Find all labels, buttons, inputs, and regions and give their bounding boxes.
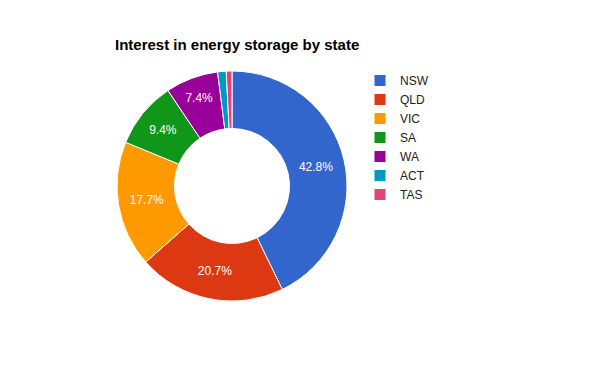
svg-text:VIC: VIC: [400, 112, 420, 126]
svg-text:20.7%: 20.7%: [198, 264, 232, 278]
svg-text:ACT: ACT: [400, 169, 425, 183]
svg-text:NSW: NSW: [400, 74, 429, 88]
svg-text:42.8%: 42.8%: [299, 160, 333, 174]
svg-text:QLD: QLD: [400, 93, 425, 107]
svg-text:Interest in energy storage by: Interest in energy storage by state: [115, 36, 359, 53]
svg-text:TAS: TAS: [400, 188, 422, 202]
svg-text:9.4%: 9.4%: [149, 123, 177, 137]
svg-text:7.4%: 7.4%: [185, 91, 213, 105]
svg-text:17.7%: 17.7%: [130, 193, 164, 207]
svg-text:WA: WA: [400, 150, 419, 164]
svg-text:SA: SA: [400, 131, 416, 145]
